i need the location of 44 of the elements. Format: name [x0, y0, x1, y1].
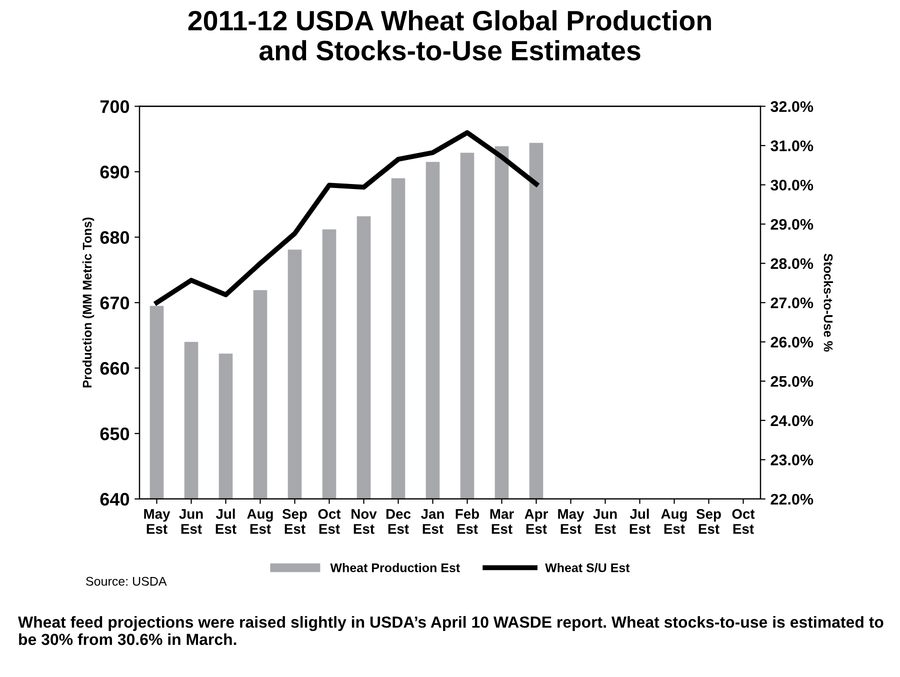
y-axis-title: Production (MM Metric Tons) — [82, 218, 94, 388]
chart-title: 2011-12 USDA Wheat Global Production and Stocks-to-Use Estimates — [188, 10, 711, 60]
y2-tick-label: 25.0% — [770, 376, 814, 387]
x-tick-label: Aug Est — [661, 509, 687, 534]
y2-tick-label: 23.0% — [770, 454, 814, 466]
y2-tick-label: 32.0% — [770, 101, 814, 112]
y-tick-label: 700 — [100, 100, 130, 114]
y2-tick-label: 22.0% — [770, 494, 814, 505]
x-tick-label: Jan Est — [420, 509, 444, 534]
x-tick-label: Mar Est — [490, 509, 514, 534]
y2-tick-label: 30.0% — [770, 180, 814, 191]
line-series — [154, 130, 539, 306]
y-tick-label: 690 — [100, 166, 130, 178]
y2-tick-label: 27.0% — [770, 297, 814, 308]
y2-tick-label: 26.0% — [770, 336, 814, 348]
x-tick-label: Jul Est — [216, 508, 236, 534]
legend-label: Wheat Production Est — [330, 563, 460, 572]
y2-tick-label: 31.0% — [770, 140, 814, 152]
x-tick-label: Jun Est — [593, 509, 617, 534]
text: Wheat feed projections were raised slightly in USDA’s April 10 WASDE report. Wheat stocks-to-use is estimated to be 30% from 30.6% in March. — [18, 616, 884, 646]
x-tick-label: May Est — [144, 509, 170, 534]
x-tick-label: Jul Est — [630, 508, 650, 534]
y-tick-label: 670 — [100, 296, 130, 310]
x-tick-label: Sep Est — [696, 509, 721, 534]
x-tick-label: May Est — [558, 509, 584, 534]
y2-tick-label: 28.0% — [770, 258, 814, 270]
x-tick-label: Apr Est — [524, 509, 548, 534]
x-tick-label: Sep Est — [282, 509, 307, 534]
x-tick-label: Nov Est — [352, 509, 377, 534]
y2-tick-label: 24.0% — [770, 415, 814, 426]
x-tick-label: Dec Est — [386, 509, 411, 534]
legend-label: Wheat S/U Est — [545, 563, 630, 572]
x-tick-label: Oct Est — [732, 509, 755, 534]
x-tick-label: Jun Est — [179, 509, 203, 534]
x-tick-label: Aug Est — [247, 509, 273, 534]
x-tick-label: Oct Est — [318, 509, 341, 534]
y-tick-label: 660 — [100, 362, 130, 375]
y2-tick-label: 29.0% — [770, 218, 814, 230]
y-tick-label: 680 — [100, 231, 130, 244]
x-tick-label: Feb Est — [456, 508, 480, 534]
source-note: Source: USDA — [86, 576, 167, 586]
y-tick-label: 640 — [100, 492, 130, 506]
y-tick-label: 650 — [100, 427, 130, 440]
y2-axis-title: Stocks-to-Use % — [824, 254, 833, 352]
